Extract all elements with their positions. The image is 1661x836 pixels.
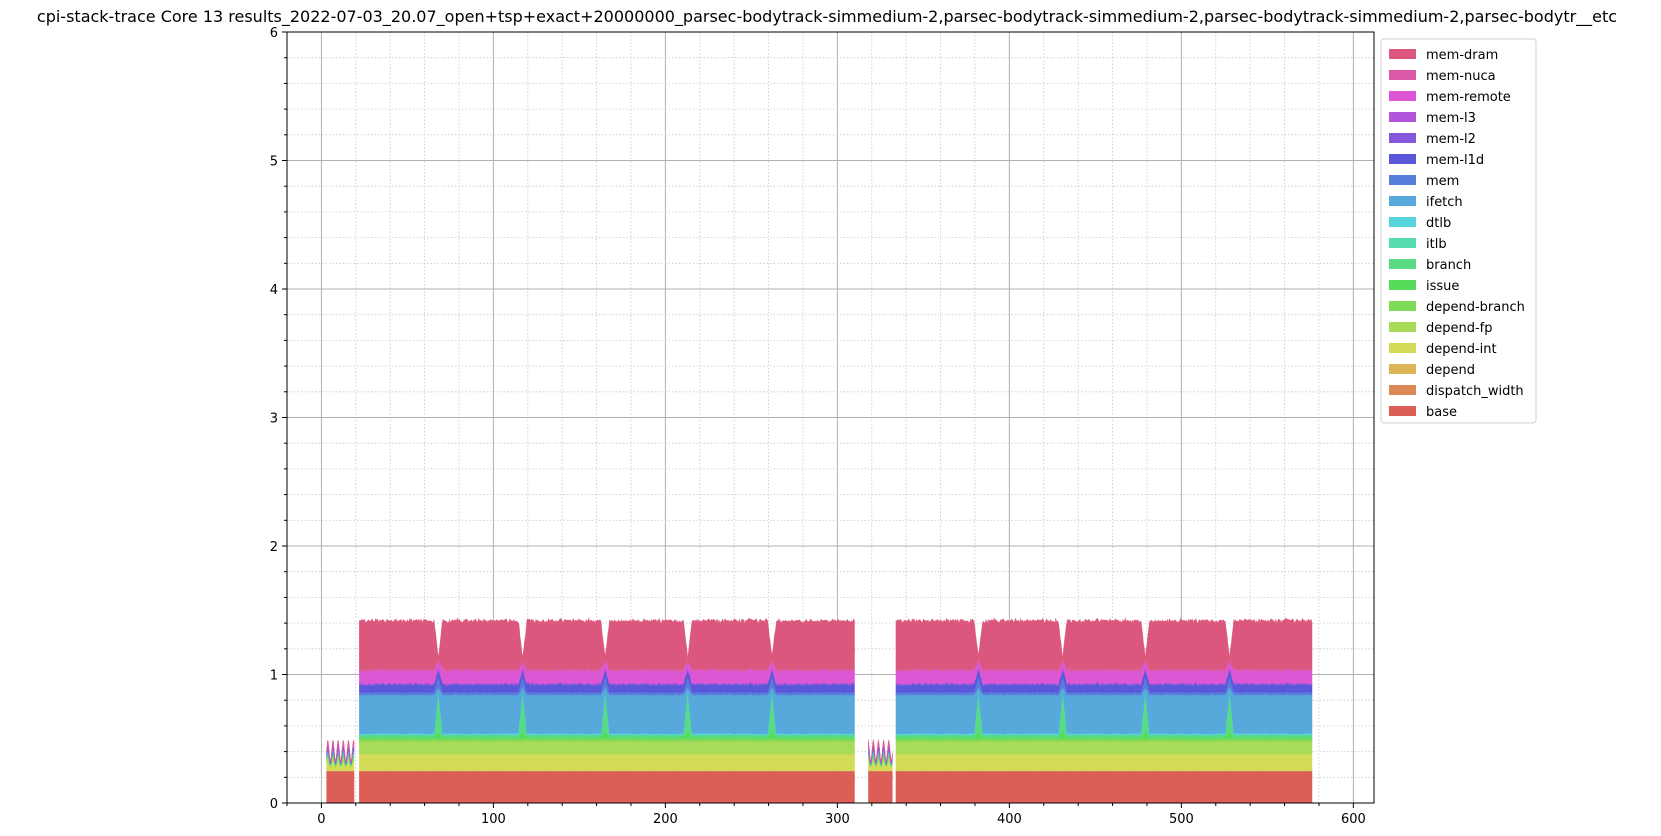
legend-swatch-base bbox=[1389, 406, 1416, 416]
legend-swatch-mem bbox=[1389, 175, 1416, 185]
legend-swatch-depend-fp bbox=[1389, 322, 1416, 332]
area-base-seg0 bbox=[326, 770, 355, 804]
legend-swatch-mem-l1d bbox=[1389, 154, 1416, 164]
x-tick-label: 0 bbox=[317, 812, 325, 827]
legend-label-mem: mem bbox=[1426, 174, 1459, 189]
legend-label-mem-l2: mem-l2 bbox=[1426, 132, 1476, 147]
area-depend-int-seg3 bbox=[895, 754, 1313, 772]
legend-label-mem-nuca: mem-nuca bbox=[1426, 69, 1496, 84]
legend-label-mem-dram: mem-dram bbox=[1426, 48, 1498, 63]
legend-box bbox=[1380, 38, 1537, 424]
area-mem-dram-seg1 bbox=[359, 617, 855, 672]
area-mem-dram-seg0 bbox=[326, 739, 355, 762]
y-tick-label: 3 bbox=[270, 412, 278, 427]
legend-swatch-dtlb bbox=[1389, 217, 1416, 227]
x-tick-label: 500 bbox=[1169, 812, 1194, 827]
x-tick-label: 100 bbox=[481, 812, 506, 827]
legend-label-issue: issue bbox=[1426, 279, 1459, 294]
legend-label-branch: branch bbox=[1426, 258, 1471, 273]
legend-label-itlb: itlb bbox=[1426, 237, 1447, 252]
y-tick-label: 2 bbox=[270, 540, 278, 555]
legend-swatch-mem-l3 bbox=[1389, 112, 1416, 122]
legend-label-base: base bbox=[1426, 405, 1457, 420]
legend-swatch-itlb bbox=[1389, 238, 1416, 248]
legend-label-depend: depend bbox=[1426, 363, 1475, 378]
legend-label-dtlb: dtlb bbox=[1426, 216, 1451, 231]
legend-label-dispatch_width: dispatch_width bbox=[1426, 384, 1524, 399]
legend-swatch-issue bbox=[1389, 280, 1416, 290]
legend-swatch-dispatch_width bbox=[1389, 385, 1416, 395]
legend-swatch-mem-remote bbox=[1389, 91, 1416, 101]
legend-label-depend-int: depend-int bbox=[1426, 342, 1497, 357]
legend-label-mem-remote: mem-remote bbox=[1426, 90, 1511, 105]
x-axis: 0 100 200 300 400 500 600 bbox=[286, 803, 1366, 827]
chart-title: cpi-stack-trace Core 13 results_2022-07-… bbox=[37, 7, 1617, 27]
x-tick-label: 300 bbox=[825, 812, 850, 827]
y-tick-label: 1 bbox=[270, 669, 278, 684]
legend: mem-dram mem-nuca mem-remote mem-l3 mem-l2 me… bbox=[1380, 38, 1537, 424]
area-depend-int-seg1 bbox=[359, 754, 855, 772]
area-depend-fp-seg1 bbox=[359, 740, 855, 755]
area-base-seg3 bbox=[895, 770, 1313, 804]
area-mem-dram-seg2 bbox=[868, 739, 893, 762]
area-base-seg1 bbox=[359, 770, 855, 804]
legend-label-mem-l1d: mem-l1d bbox=[1426, 153, 1484, 168]
y-tick-label: 5 bbox=[270, 155, 278, 170]
legend-label-depend-fp: depend-fp bbox=[1426, 321, 1493, 336]
legend-swatch-depend-int bbox=[1389, 343, 1416, 353]
area-mem-dram-seg3 bbox=[895, 617, 1313, 672]
area-series bbox=[326, 617, 1313, 804]
legend-swatch-branch bbox=[1389, 259, 1416, 269]
y-tick-label: 4 bbox=[270, 283, 278, 298]
legend-swatch-ifetch bbox=[1389, 196, 1416, 206]
x-tick-label: 200 bbox=[653, 812, 678, 827]
y-axis: 0 1 2 3 4 5 6 bbox=[270, 26, 287, 812]
legend-swatch-depend bbox=[1389, 364, 1416, 374]
legend-swatch-mem-l2 bbox=[1389, 133, 1416, 143]
y-tick-label: 6 bbox=[270, 26, 278, 41]
legend-label-depend-branch: depend-branch bbox=[1426, 300, 1525, 315]
legend-label-ifetch: ifetch bbox=[1426, 195, 1463, 210]
legend-swatch-depend-branch bbox=[1389, 301, 1416, 311]
legend-label-mem-l3: mem-l3 bbox=[1426, 111, 1476, 126]
x-tick-label: 600 bbox=[1341, 812, 1366, 827]
x-tick-label: 400 bbox=[997, 812, 1022, 827]
y-tick-label: 0 bbox=[270, 797, 278, 812]
area-base-seg2 bbox=[868, 770, 893, 804]
legend-swatch-mem-dram bbox=[1389, 49, 1416, 59]
legend-swatch-mem-nuca bbox=[1389, 70, 1416, 80]
area-depend-fp-seg3 bbox=[895, 740, 1313, 755]
